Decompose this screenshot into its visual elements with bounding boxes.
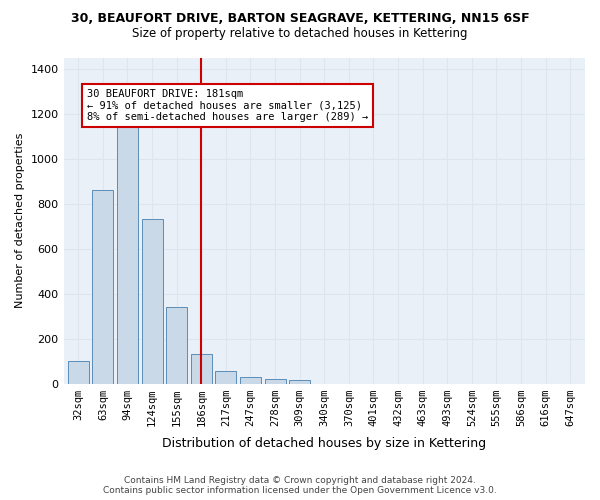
Bar: [289, 380, 310, 384]
Text: Contains HM Land Registry data © Crown copyright and database right 2024.
Contai: Contains HM Land Registry data © Crown c…: [103, 476, 497, 495]
Bar: [142, 220, 163, 384]
Bar: [166, 307, 187, 384]
Bar: [215, 371, 236, 384]
Bar: [265, 379, 286, 384]
Bar: [240, 377, 261, 384]
Text: 30 BEAUFORT DRIVE: 181sqm
← 91% of detached houses are smaller (3,125)
8% of sem: 30 BEAUFORT DRIVE: 181sqm ← 91% of detac…: [87, 89, 368, 122]
Bar: [117, 120, 138, 384]
Bar: [92, 190, 113, 384]
Bar: [191, 354, 212, 384]
Text: Size of property relative to detached houses in Kettering: Size of property relative to detached ho…: [132, 28, 468, 40]
Text: 30, BEAUFORT DRIVE, BARTON SEAGRAVE, KETTERING, NN15 6SF: 30, BEAUFORT DRIVE, BARTON SEAGRAVE, KET…: [71, 12, 529, 26]
Bar: [68, 361, 89, 384]
Y-axis label: Number of detached properties: Number of detached properties: [15, 133, 25, 308]
X-axis label: Distribution of detached houses by size in Kettering: Distribution of detached houses by size …: [162, 437, 487, 450]
